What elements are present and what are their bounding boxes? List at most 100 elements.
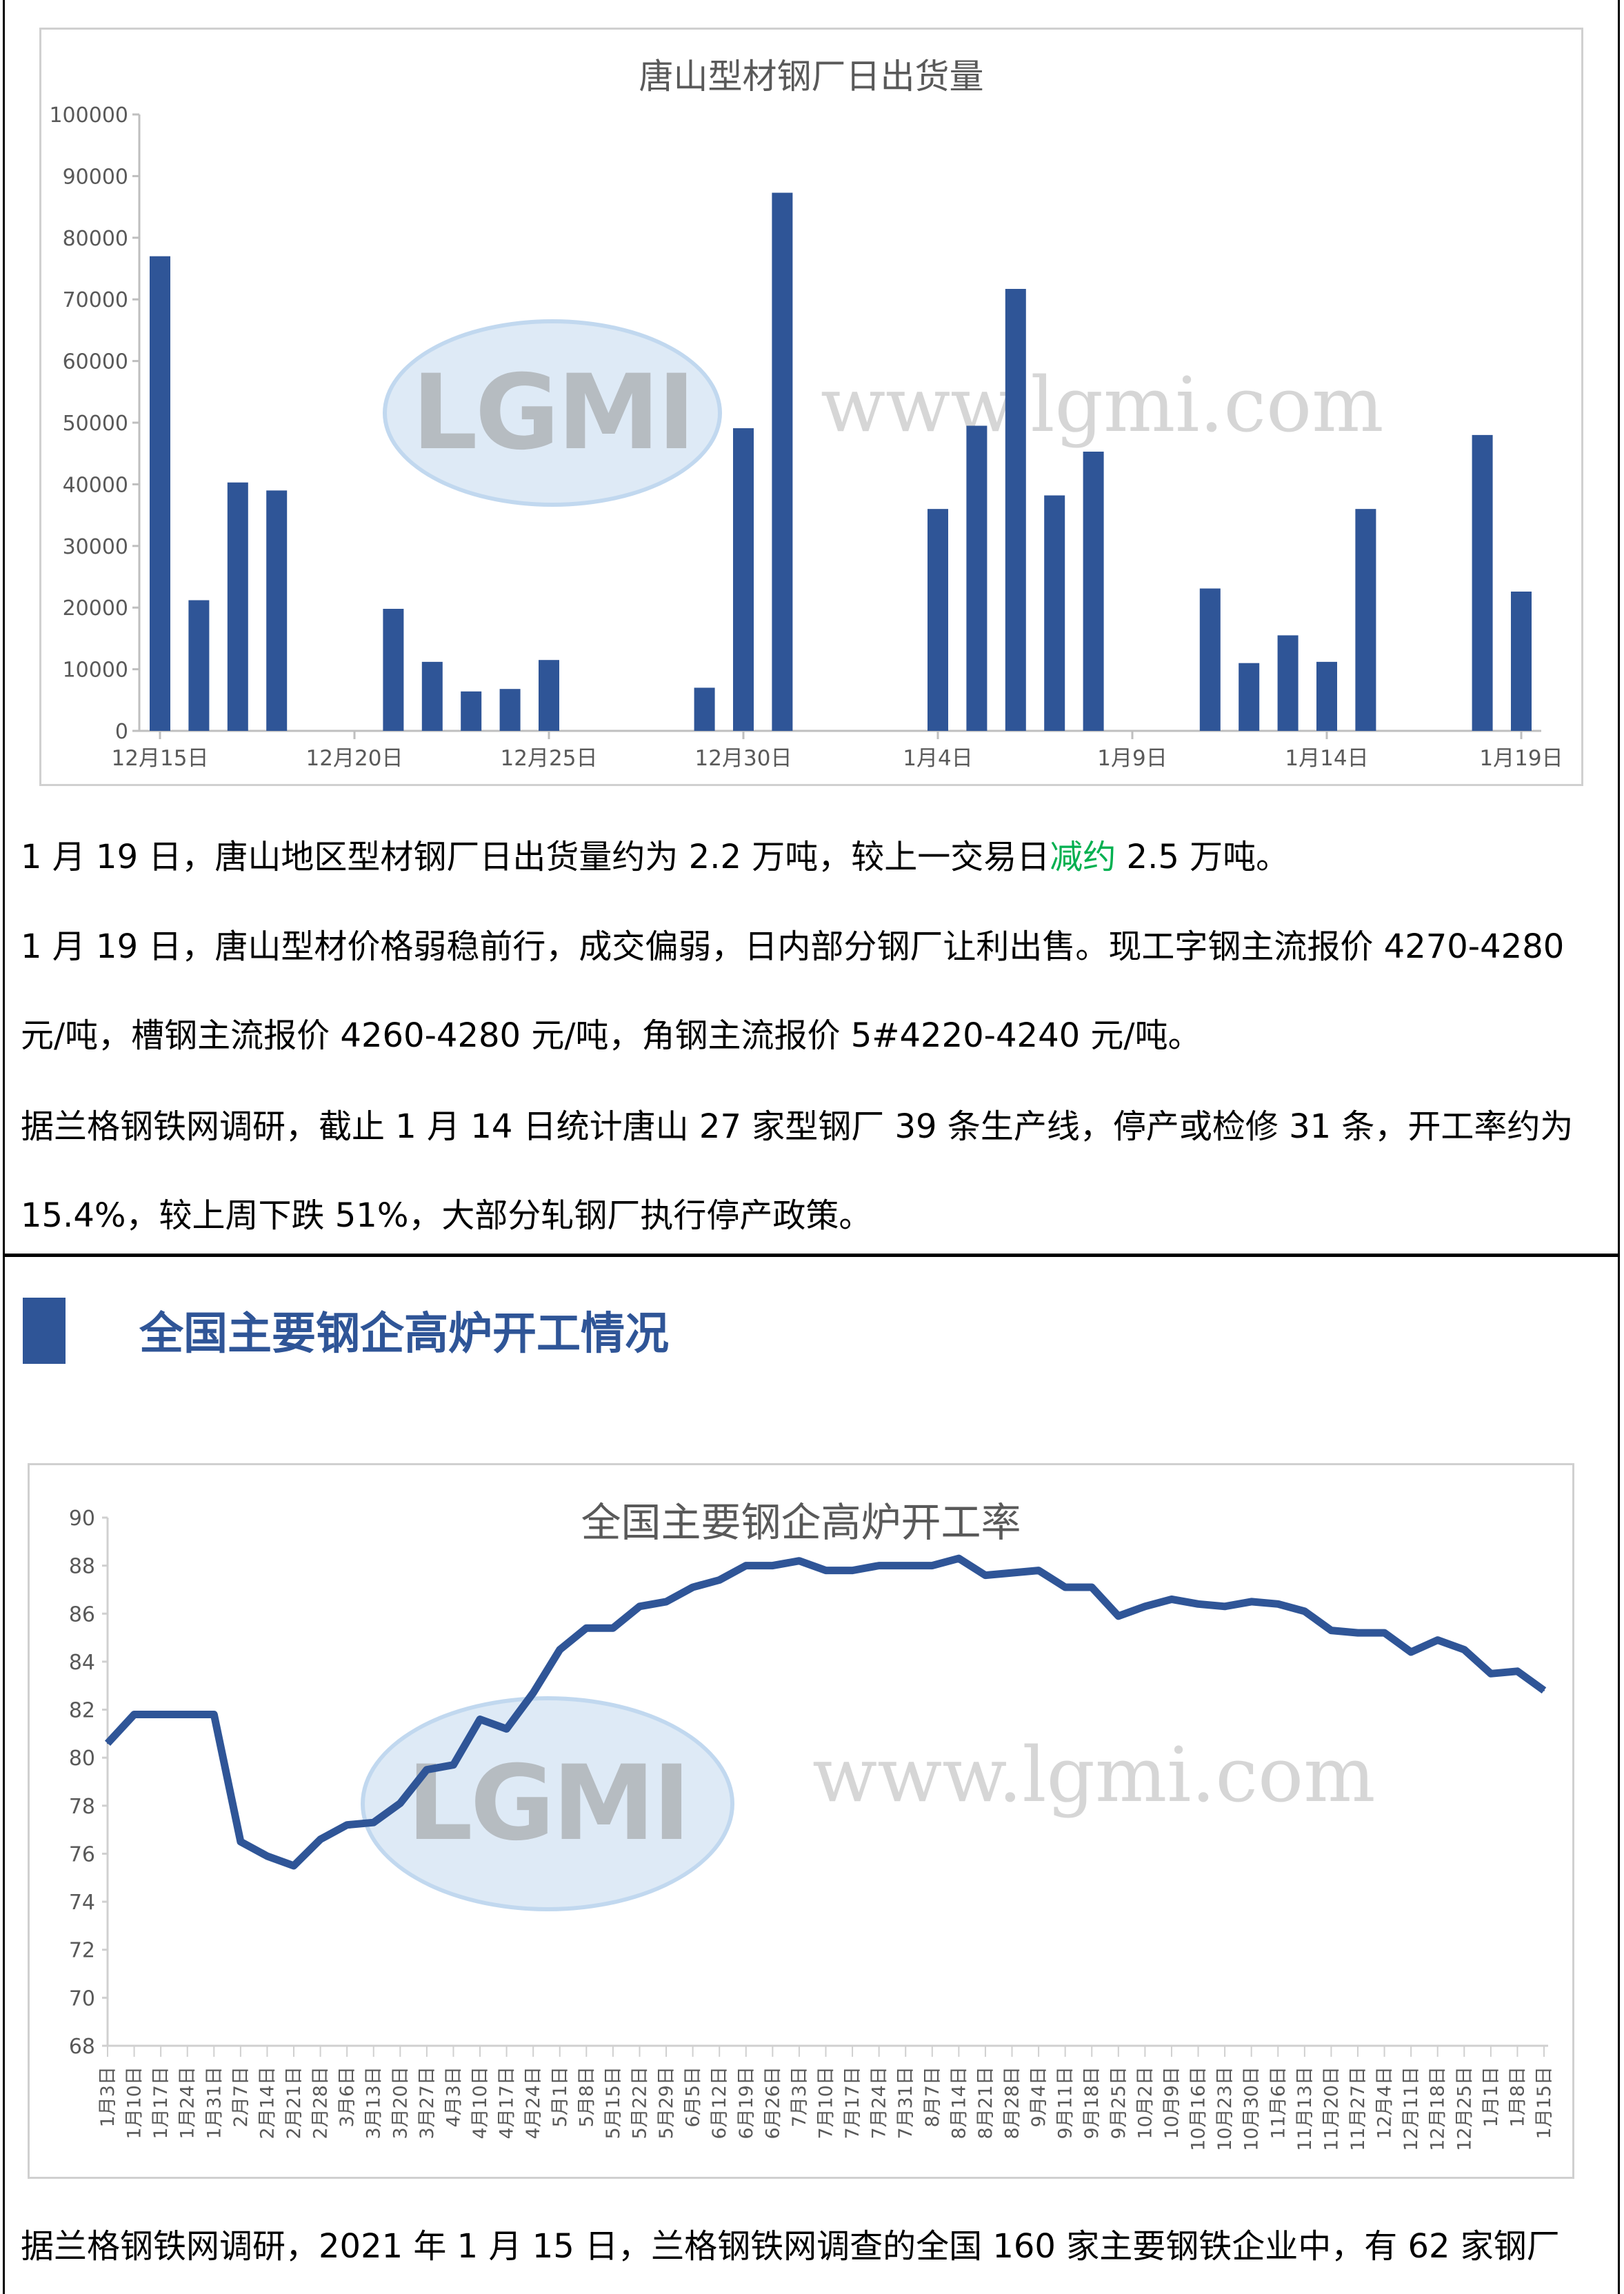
y-tick-label: 76 [69,1842,95,1867]
bar [461,691,482,731]
data-point [931,1564,933,1567]
x-tick-label: 1月8日 [1507,2066,1528,2127]
x-tick-label: 5月1日 [550,2066,571,2127]
x-tick-label: 1月4日 [903,746,972,771]
data-point [905,1564,907,1567]
x-tick-label: 1月15日 [1534,2066,1555,2140]
x-tick-label: 12月4日 [1374,2066,1396,2140]
data-point [505,1728,508,1730]
x-tick-label: 8月14日 [948,2066,970,2140]
x-tick-label: 12月20日 [306,746,403,771]
x-tick-label: 6月12日 [709,2066,730,2140]
data-point [213,1713,215,1716]
y-tick-label: 68 [69,2035,95,2059]
x-tick-label: 2月21日 [283,2066,305,2140]
y-tick-label: 90 [69,1507,95,1531]
bar [1199,588,1221,731]
data-point [585,1627,588,1629]
data-point [1330,1629,1332,1631]
x-tick-label: 10月2日 [1134,2066,1156,2140]
x-tick-label: 6月5日 [683,2066,704,2127]
x-tick-label: 1月31日 [203,2066,225,2140]
bar [1511,591,1532,731]
x-tick-label: 1月17日 [150,2066,172,2140]
data-point [852,1569,854,1571]
y-tick-label: 84 [69,1651,95,1675]
data-point [239,1841,241,1843]
bar [1277,635,1299,731]
x-tick-label: 1月1日 [1481,2066,1502,2127]
data-point [639,1605,641,1607]
x-tick-label: 7月10日 [816,2066,837,2140]
x-tick-label: 11月6日 [1267,2066,1289,2140]
paragraph-survey-line1: 据兰格钢铁网调研，截止 1 月 14 日统计唐山 27 家型钢厂 39 条生产线… [21,1107,1574,1146]
paragraph-price-line1: 1 月 19 日，唐山型材价格弱稳前行，成交偏弱，日内部分钢厂让利出售。现工字钢… [21,927,1565,966]
bar [1044,495,1065,731]
paragraph-blast-furnace: 据兰格钢铁网调研，2021 年 1 月 15 日，兰格钢铁网调查的全国 160 … [21,2227,1560,2266]
x-tick-label: 1月14日 [1285,746,1368,771]
bar [150,256,170,731]
y-tick-label: 10000 [63,658,128,683]
x-tick-label: 12月18日 [1427,2066,1449,2151]
data-point [1197,1603,1199,1605]
x-tick-label: 11月13日 [1294,2066,1316,2151]
x-tick-label: 10月9日 [1161,2066,1183,2140]
x-tick-label: 8月7日 [922,2066,943,2127]
x-tick-label: 1月24日 [177,2066,199,2140]
data-point [665,1600,668,1602]
data-point [266,1855,268,1857]
data-point [1490,1673,1492,1675]
bar [188,600,210,731]
y-tick-label: 50000 [63,412,128,436]
x-tick-label: 7月31日 [895,2066,916,2140]
x-tick-label: 1月19日 [1479,746,1563,771]
y-tick-label: 70 [69,1986,95,2011]
x-tick-label: 2月14日 [257,2066,278,2140]
data-point [1224,1605,1226,1607]
paragraph-price-line2: 元/吨，槽钢主流报价 4260-4280 元/吨，角钢主流报价 5#4220-4… [21,1016,1201,1055]
data-point [798,1560,800,1562]
x-tick-label: 12月15日 [112,746,209,771]
x-tick-label: 10月23日 [1214,2066,1236,2151]
x-tick-label: 1月10日 [124,2066,146,2140]
x-tick-label: 1月9日 [1097,746,1167,771]
x-tick-label: 12月25日 [501,746,598,771]
data-point [1091,1586,1093,1588]
chart-title: 唐山型材钢厂日出货量 [639,57,984,97]
x-tick-label: 4月17日 [497,2066,518,2140]
x-tick-label: 5月8日 [576,2066,597,2127]
x-tick-label: 9月18日 [1081,2066,1103,2140]
data-point [1117,1615,1119,1617]
data-point [1064,1586,1066,1588]
paragraph-text: 2.5 万吨。 [1116,838,1290,876]
x-tick-label: 10月30日 [1241,2066,1263,2151]
data-point [1250,1600,1252,1602]
data-point [399,1802,401,1804]
bar [499,689,521,731]
x-tick-label: 8月21日 [975,2066,996,2140]
y-tick-label: 40000 [63,473,128,497]
data-point [532,1692,534,1694]
section-title: 全国主要钢企高炉开工情况 [139,1309,669,1360]
data-point [1436,1639,1438,1641]
bar [421,661,443,731]
x-tick-label: 4月24日 [523,2066,544,2140]
x-tick-label: 12月11日 [1401,2066,1422,2151]
y-tick-label: 72 [69,1939,95,1963]
y-tick-label: 90000 [63,165,128,189]
x-tick-label: 11月20日 [1321,2066,1342,2151]
y-tick-label: 86 [69,1602,95,1627]
bar [966,425,988,731]
data-point [1516,1670,1518,1672]
y-tick-label: 88 [69,1555,95,1579]
data-point [1383,1632,1385,1634]
section-divider [3,1254,1620,1257]
x-tick-label: 5月15日 [603,2066,624,2140]
x-tick-label: 12月25日 [1454,2066,1475,2151]
x-tick-label: 9月11日 [1055,2066,1076,2140]
paragraph-survey-line2: 15.4%，较上周下跌 51%，大部分轧钢厂执行停产政策。 [21,1196,872,1235]
data-point [1356,1632,1359,1634]
bar [1355,509,1376,731]
data-point [1170,1598,1172,1600]
